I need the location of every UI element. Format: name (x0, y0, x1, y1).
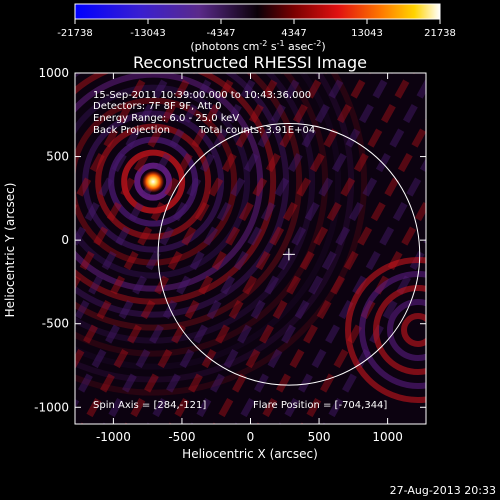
fringe-stripe (256, 117, 426, 424)
fringe-ring (75, 97, 238, 266)
image-area (74, 72, 427, 425)
fringe-stripe (234, 78, 426, 424)
solar-limb (157, 123, 421, 386)
y-tick-label: -500 (42, 317, 69, 331)
x-tick-label: -1000 (96, 430, 131, 444)
annotation-detectors: Detectors: 7F 8F 9F, Att 0 (93, 101, 221, 112)
fringe-stripe (322, 237, 426, 424)
chart-title: Reconstructed RHESSI Image (133, 53, 367, 72)
colorbar-units: (photons cm-2 s-1 asec-2) (190, 39, 325, 53)
flare-source (142, 170, 165, 193)
edge-fringe (373, 285, 426, 375)
fringe-ring (82, 110, 225, 253)
axis-ticks (75, 72, 426, 424)
y-tick-label: 0 (61, 233, 69, 247)
fringe-ring (75, 73, 264, 292)
colorbar-tick-label: -21738 (57, 28, 92, 39)
y-tick-label: 1000 (38, 66, 69, 80)
fringe-ring (75, 73, 303, 331)
colorbar-tick-label: -13043 (130, 28, 165, 39)
fringe-stripe (80, 73, 283, 424)
fringe-ring (75, 73, 342, 370)
annotation-total-counts: Total counts: 3.91E+04 (198, 125, 315, 136)
fringe-ring (95, 123, 212, 240)
annotation-method: Back Projection (93, 125, 170, 136)
edge-fringe (387, 299, 426, 361)
annotation-energy-range: Energy Range: 6.0 - 25.0 keV (93, 113, 239, 124)
x-tick-label: 500 (308, 430, 331, 444)
fringe-ring (134, 162, 173, 201)
fringe-stripe (300, 197, 426, 424)
x-tick-label: 1000 (372, 430, 403, 444)
fringe-ring (75, 73, 355, 383)
edge-fringe (345, 257, 426, 403)
fringe-ring (75, 73, 277, 305)
y-axis-label: Heliocentric Y (arcsec) (3, 183, 17, 318)
x-axis-label: Heliocentric X (arcsec) (182, 447, 318, 461)
colorbar-gradient (74, 3, 441, 20)
fringe-stripe (75, 73, 261, 410)
colorbar-ticks: -21738 -13043 -4347 4347 13043 21738 (57, 19, 456, 39)
colorbar-tick-label: 4347 (281, 28, 306, 39)
fringe-ring (75, 73, 290, 318)
fringe-stripe (168, 73, 371, 424)
annotation-flare-position: Flare Position = [-704,344] (253, 400, 387, 411)
fringe-ring (108, 136, 199, 227)
fringe-stripe (146, 73, 349, 424)
x-tick-label: 0 (247, 430, 255, 444)
footer-timestamp: 27-Aug-2013 20:33 (390, 484, 496, 497)
fringe-ring (75, 84, 251, 279)
fringe-ring (75, 73, 316, 344)
fringe-stripe (124, 73, 327, 424)
fringe-ring (121, 149, 186, 214)
colorbar: -21738 -13043 -4347 4347 13043 21738 (photons… (57, 3, 456, 53)
axis-labels: -1000 -500 0 500 1000 1000 500 0 -500 -1000 (34, 66, 403, 444)
fringe-ring (75, 73, 329, 357)
x-tick-label: -500 (168, 430, 195, 444)
fringe-ring (75, 73, 368, 396)
fringe-stripe (278, 157, 426, 424)
annotation-spin-axis: Spin Axis = [284,-121] (93, 400, 206, 411)
y-tick-label: 500 (46, 150, 69, 164)
fringe-stripe (102, 73, 305, 424)
colorbar-tick-label: 21738 (424, 28, 456, 39)
y-tick-label: -1000 (34, 400, 69, 414)
edge-fringe (401, 313, 426, 347)
fringe-stripe (190, 73, 393, 424)
colorbar-tick-label: -4347 (206, 28, 235, 39)
colorbar-tick-label: 13043 (351, 28, 383, 39)
annotations: 15-Sep-2011 10:39:00.000 to 10:43:36.000… (93, 90, 387, 411)
annotation-time-range: 15-Sep-2011 10:39:00.000 to 10:43:36.000 (93, 90, 311, 101)
sun-center-marker (282, 248, 295, 261)
